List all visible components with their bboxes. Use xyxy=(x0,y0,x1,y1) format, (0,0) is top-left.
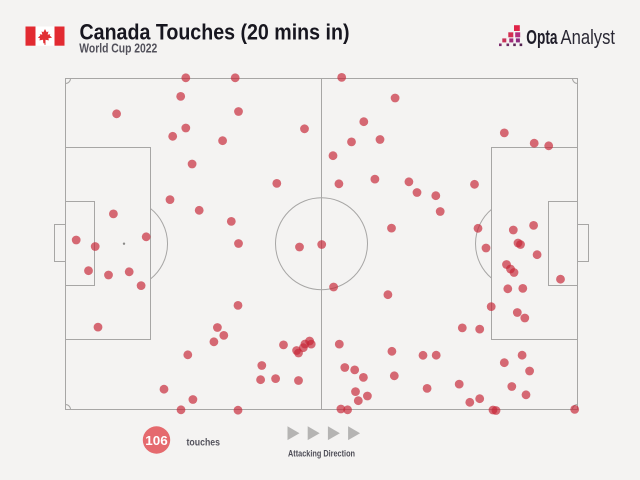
svg-text:World Cup 2022: World Cup 2022 xyxy=(79,41,157,55)
svg-text:Analyst: Analyst xyxy=(561,26,616,49)
svg-text:Attacking Direction: Attacking Direction xyxy=(288,448,355,458)
svg-text:Opta: Opta xyxy=(526,26,558,49)
svg-text:106: 106 xyxy=(145,433,168,448)
svg-text:touches: touches xyxy=(187,436,221,448)
svg-text:Canada Touches (20 mins in): Canada Touches (20 mins in) xyxy=(80,20,350,45)
